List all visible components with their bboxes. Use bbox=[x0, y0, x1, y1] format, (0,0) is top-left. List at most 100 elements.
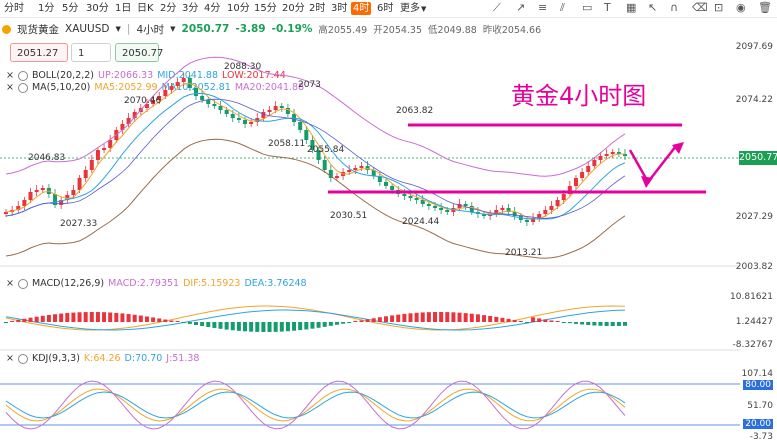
text-tool-icon[interactable]: T bbox=[604, 1, 611, 14]
dea-value: DEA:3.76248 bbox=[244, 278, 307, 289]
macd-bar bbox=[249, 322, 254, 332]
tf-2h[interactable]: 2时 bbox=[309, 3, 326, 14]
macd-bar bbox=[34, 316, 39, 322]
symbol-name[interactable]: 现货黄金 bbox=[17, 23, 59, 36]
prev-close-value: 2054.66 bbox=[501, 25, 542, 36]
candle-body bbox=[543, 210, 548, 214]
macd-bar bbox=[341, 322, 346, 324]
chart-annotation: 黄金4小时图 bbox=[511, 82, 647, 110]
eye-icon[interactable] bbox=[17, 82, 28, 93]
macd-bar bbox=[108, 312, 113, 322]
candle-body bbox=[537, 214, 542, 218]
dif-line bbox=[5, 305, 626, 331]
trendline-tool-icon[interactable]: ⟋ bbox=[493, 1, 501, 14]
macd-bar bbox=[457, 312, 462, 322]
ray-tool-icon[interactable]: ↗ bbox=[516, 1, 526, 14]
ma10-value: MA10:2052.81 bbox=[161, 82, 231, 93]
eye-icon[interactable] bbox=[17, 278, 28, 289]
tf-15min[interactable]: 15分 bbox=[254, 3, 277, 14]
tf-20min[interactable]: 20分 bbox=[282, 3, 305, 14]
candle-body bbox=[524, 220, 529, 222]
candle-body bbox=[623, 154, 627, 156]
tf-1day[interactable]: 1日 bbox=[115, 3, 132, 14]
arrow-head bbox=[641, 176, 653, 188]
macd-bar bbox=[543, 319, 548, 322]
boll-name[interactable]: BOLL(20,2,2) bbox=[31, 70, 95, 81]
tf-4h[interactable]: 4时 bbox=[351, 2, 372, 15]
candle-body bbox=[439, 208, 444, 210]
macd-bar bbox=[267, 322, 272, 332]
macd-bar bbox=[347, 322, 352, 323]
candle-body bbox=[95, 150, 100, 160]
tf-dayk[interactable]: 日K bbox=[137, 3, 154, 14]
macd-bar bbox=[16, 319, 21, 322]
close-icon[interactable]: × bbox=[6, 82, 14, 93]
tf-fenshi[interactable]: 分时 bbox=[4, 3, 24, 14]
price-axis-tick: 2027.29 bbox=[735, 212, 773, 222]
macd-bar bbox=[616, 322, 621, 326]
candle-body bbox=[371, 170, 376, 176]
candle-body bbox=[120, 124, 125, 130]
candle-body bbox=[206, 100, 211, 104]
candle-body bbox=[518, 216, 523, 220]
macd-bar bbox=[77, 312, 82, 322]
chevron-down-icon[interactable]: ▼ bbox=[170, 25, 176, 33]
fib-tool-icon[interactable]: ▦ bbox=[626, 1, 637, 14]
arrow-tool-icon[interactable]: ↖ bbox=[648, 1, 658, 14]
candle-body bbox=[230, 114, 235, 118]
macd-name[interactable]: MACD(12,26,9) bbox=[31, 278, 105, 289]
candle-body bbox=[102, 148, 107, 150]
tf-4min[interactable]: 4分 bbox=[204, 3, 221, 14]
lock-icon[interactable]: ⊡ bbox=[714, 1, 724, 14]
kdj-name[interactable]: KDJ(9,3,3) bbox=[31, 353, 80, 364]
tf-3h[interactable]: 3时 bbox=[331, 3, 348, 14]
close-icon[interactable]: × bbox=[6, 70, 14, 81]
kdj-legend: × KDJ(9,3,3) K:64.26 D:70.70 J:51.38 bbox=[6, 353, 199, 364]
chevron-down-icon[interactable]: ▼ bbox=[115, 25, 121, 33]
hline-tool-icon[interactable]: ≡ bbox=[538, 1, 548, 14]
candle-body bbox=[433, 206, 438, 208]
visibility-icon[interactable]: ◉ bbox=[736, 1, 746, 14]
macd-bar bbox=[500, 317, 505, 322]
eraser-icon[interactable]: ⌫ bbox=[692, 1, 708, 14]
channel-tool-icon[interactable]: ⫽ bbox=[560, 1, 565, 14]
delete-icon[interactable]: 🗑 bbox=[758, 1, 772, 14]
candle-body bbox=[65, 195, 70, 200]
macd-bar bbox=[243, 322, 248, 332]
macd-bar bbox=[187, 322, 192, 324]
tf-more[interactable]: 更多▼ bbox=[400, 2, 426, 16]
tf-10min[interactable]: 10分 bbox=[227, 3, 250, 14]
rect-tool-icon[interactable]: ▭ bbox=[582, 1, 593, 14]
symbol-code: XAUUSD bbox=[65, 23, 110, 35]
period-label[interactable]: 4小时 bbox=[136, 23, 165, 36]
buy-price-button[interactable]: 2050.77 bbox=[115, 43, 163, 62]
candle-body bbox=[285, 108, 290, 114]
close-icon[interactable]: × bbox=[6, 353, 14, 364]
candle-body bbox=[475, 212, 480, 214]
tf-1min[interactable]: 1分 bbox=[38, 3, 55, 14]
macd-bar bbox=[212, 322, 217, 328]
tf-30min[interactable]: 30分 bbox=[86, 3, 109, 14]
eye-icon[interactable] bbox=[17, 353, 28, 364]
sell-price-button[interactable]: 2051.27 bbox=[10, 43, 68, 62]
ma-name[interactable]: MA(5,10,20) bbox=[31, 82, 91, 93]
dif-value: DIF:5.15923 bbox=[183, 278, 241, 289]
tf-5min[interactable]: 5分 bbox=[62, 3, 79, 14]
candle-body bbox=[138, 108, 143, 112]
macd-bar bbox=[586, 322, 591, 326]
macd-bar bbox=[4, 322, 8, 323]
tf-6h[interactable]: 6时 bbox=[377, 3, 394, 14]
candle-body bbox=[469, 206, 474, 212]
macd-bar bbox=[10, 320, 15, 322]
tf-2min[interactable]: 2分 bbox=[160, 3, 177, 14]
k-value: K:64.26 bbox=[83, 353, 121, 364]
macd-bar bbox=[371, 318, 376, 322]
low-value: 2049.88 bbox=[437, 25, 477, 36]
quantity-input[interactable]: 1 bbox=[71, 43, 111, 62]
magnet-tool-icon[interactable]: ∩ bbox=[670, 1, 679, 14]
tf-3min[interactable]: 3分 bbox=[182, 3, 199, 14]
eye-icon[interactable] bbox=[17, 70, 28, 81]
candle-body bbox=[243, 120, 248, 124]
macd-bar bbox=[469, 313, 474, 322]
close-icon[interactable]: × bbox=[6, 278, 14, 289]
